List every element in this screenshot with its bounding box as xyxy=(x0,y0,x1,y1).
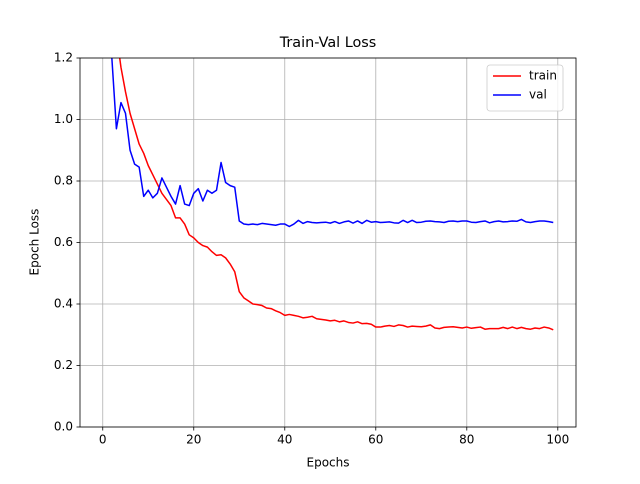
y-tick-label: 0.6 xyxy=(54,235,73,249)
plot-frame xyxy=(79,57,577,428)
x-tick-label: 40 xyxy=(277,433,292,447)
x-tick-label: 0 xyxy=(99,433,107,447)
x-tick-label: 100 xyxy=(546,433,569,447)
x-tick-label: 60 xyxy=(368,433,383,447)
y-tick-label: 1.2 xyxy=(54,51,73,65)
legend-label: val xyxy=(529,88,547,102)
y-axis-label: Epoch Loss xyxy=(28,209,42,276)
y-tick-label: 0.2 xyxy=(54,358,73,372)
y-tick-label: 0.8 xyxy=(54,174,73,188)
y-tick-label: 0.0 xyxy=(54,420,73,434)
line-series xyxy=(111,58,554,228)
y-tick-label: 0.4 xyxy=(54,297,73,311)
legend-label: train xyxy=(529,69,557,83)
y-tick-label: 1.0 xyxy=(54,112,73,126)
line-series xyxy=(118,58,554,331)
plot-area xyxy=(111,58,554,331)
chart-title: Train-Val Loss xyxy=(279,35,377,51)
x-tick-label: 20 xyxy=(186,433,201,447)
x-tick-label: 80 xyxy=(459,433,474,447)
x-axis-label: Epochs xyxy=(307,456,350,470)
